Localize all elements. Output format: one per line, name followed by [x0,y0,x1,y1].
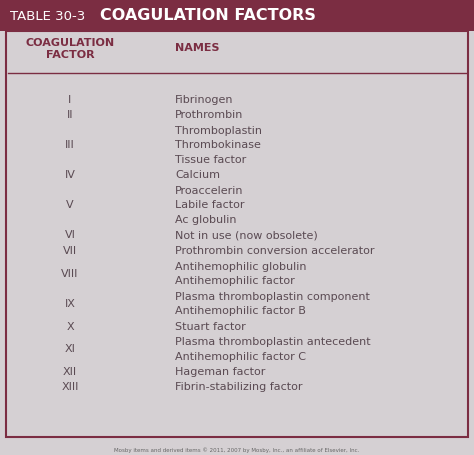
Text: Plasma thromboplastin component: Plasma thromboplastin component [175,291,370,301]
Text: Calcium: Calcium [175,170,220,180]
Text: VI: VI [64,230,75,240]
Text: Antihemophilic globulin: Antihemophilic globulin [175,261,307,271]
Text: II: II [67,110,73,120]
Text: Hageman factor: Hageman factor [175,366,265,376]
Text: Proaccelerin: Proaccelerin [175,186,244,196]
Text: Antihemophilic factor: Antihemophilic factor [175,275,295,285]
Text: Thromboplastin: Thromboplastin [175,126,262,136]
Text: X: X [66,321,74,331]
Bar [6,32,468,437]
Text: NAMES: NAMES [175,43,219,53]
Text: Mosby items and derived items © 2011, 2007 by Mosby, Inc., an affiliate of Elsev: Mosby items and derived items © 2011, 20… [114,446,360,452]
Text: Prothrombin: Prothrombin [175,110,243,120]
Text: COAGULATION
FACTOR: COAGULATION FACTOR [26,38,115,60]
Text: V: V [66,200,74,210]
Text: III: III [65,140,75,150]
Bar [0,0,474,32]
Text: Stuart factor: Stuart factor [175,321,246,331]
Text: Fibrinogen: Fibrinogen [175,95,234,105]
Text: VII: VII [63,245,77,255]
Text: XI: XI [64,344,75,354]
Text: Ac globulin: Ac globulin [175,214,237,224]
Text: VIII: VIII [61,268,79,278]
Text: IV: IV [64,170,75,180]
Text: XII: XII [63,366,77,376]
Text: Labile factor: Labile factor [175,200,245,210]
Text: Tissue factor: Tissue factor [175,155,246,165]
Text: Antihemophilic factor B: Antihemophilic factor B [175,305,306,315]
Text: I: I [68,95,72,105]
Text: Thrombokinase: Thrombokinase [175,140,261,150]
Text: Plasma thromboplastin antecedent: Plasma thromboplastin antecedent [175,336,371,346]
Text: COAGULATION FACTORS: COAGULATION FACTORS [100,9,316,24]
Text: TABLE 30-3: TABLE 30-3 [10,10,85,22]
Text: Prothrombin conversion accelerator: Prothrombin conversion accelerator [175,245,374,255]
Text: XIII: XIII [61,382,79,392]
Text: IX: IX [64,298,75,308]
Text: Not in use (now obsolete): Not in use (now obsolete) [175,230,318,240]
Text: Fibrin-stabilizing factor: Fibrin-stabilizing factor [175,382,302,392]
Text: Antihemophilic factor C: Antihemophilic factor C [175,351,306,361]
